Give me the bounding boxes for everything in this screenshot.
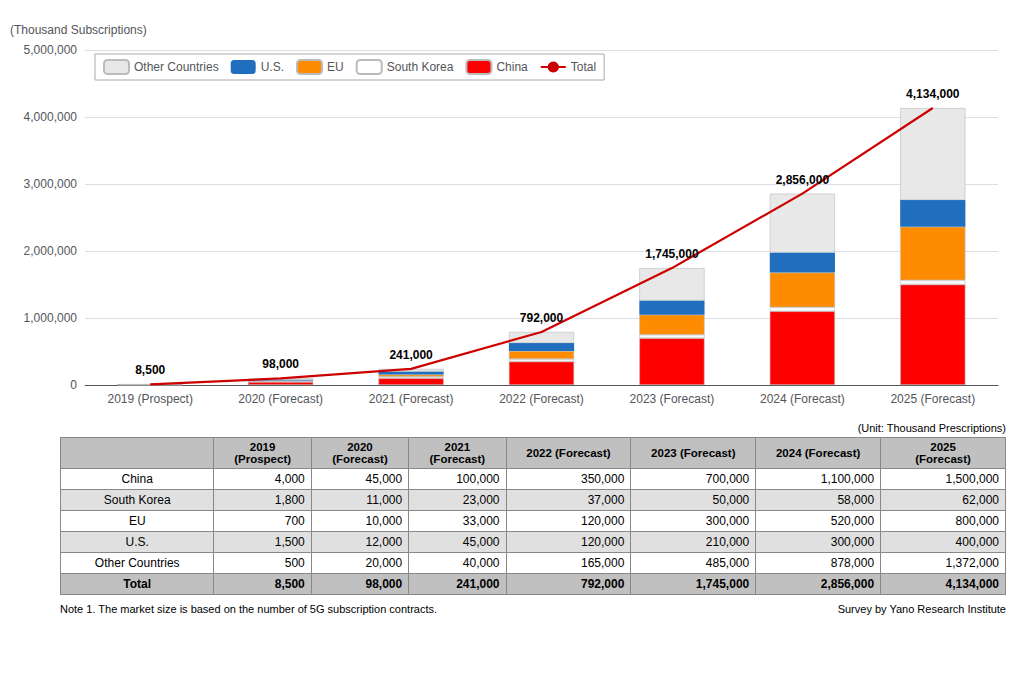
svg-text:1,745,000: 1,745,000 — [645, 247, 699, 261]
html-text:700,000: 700,000 — [705, 472, 750, 486]
html-text:165,000: 165,000 — [581, 556, 625, 570]
html-text:210,000: 210,000 — [705, 535, 750, 549]
svg-text:3,000,000: 3,000,000 — [24, 177, 78, 191]
svg-text:4,000,000: 4,000,000 — [24, 110, 78, 124]
svg-text:Total: Total — [571, 60, 596, 74]
svg-text:2023 (Forecast): 2023 (Forecast) — [630, 392, 715, 406]
html-text:45,000: 45,000 — [365, 472, 403, 486]
html-text:120,000: 120,000 — [581, 514, 625, 528]
html-text:1,500: 1,500 — [274, 535, 305, 549]
html-text:45,000: 45,000 — [462, 535, 500, 549]
html-text:1,500,000: 1,500,000 — [945, 472, 999, 486]
svg-text:5,000,000: 5,000,000 — [24, 43, 78, 57]
html-text:U.S.: U.S. — [125, 535, 149, 549]
html-text:2021 (Forecast): 2021 (Forecast) — [429, 441, 486, 465]
html-text:520,000: 520,000 — [830, 514, 875, 528]
html-text:8,500: 8,500 — [274, 577, 305, 591]
html-text:400,000: 400,000 — [955, 535, 999, 549]
html-text:2024 (Forecast): 2024 (Forecast) — [776, 447, 861, 459]
svg-text:98,000: 98,000 — [262, 357, 299, 371]
svg-text:Other Countries: Other Countries — [134, 60, 219, 74]
html-text:2019 (Prospect): 2019 (Prospect) — [234, 441, 291, 465]
html-text:37,000: 37,000 — [587, 493, 625, 507]
html-text:300,000: 300,000 — [705, 514, 750, 528]
html-text:33,000: 33,000 — [462, 514, 500, 528]
html-text:1,100,000: 1,100,000 — [820, 472, 875, 486]
html-text:350,000: 350,000 — [581, 472, 625, 486]
html-text:Survey by Yano Research Instit: Survey by Yano Research Institute — [837, 603, 1006, 615]
html-text:485,000: 485,000 — [705, 556, 750, 570]
svg-text:China: China — [496, 60, 528, 74]
html-text:11,000: 11,000 — [366, 493, 403, 507]
html-text:4,000: 4,000 — [274, 472, 305, 486]
svg-text:2020 (Forecast): 2020 (Forecast) — [238, 392, 323, 406]
svg-text:2025 (Forecast): 2025 (Forecast) — [890, 392, 975, 406]
html-text:300,000: 300,000 — [830, 535, 875, 549]
html-text:98,000: 98,000 — [365, 577, 403, 591]
svg-text:2021 (Forecast): 2021 (Forecast) — [369, 392, 454, 406]
svg-text:South Korea: South Korea — [387, 60, 454, 74]
svg-text:2024 (Forecast): 2024 (Forecast) — [760, 392, 845, 406]
html-text:(Unit: Thousand Prescriptions): (Unit: Thousand Prescriptions) — [857, 422, 1006, 434]
html-text:2025 (Forecast): 2025 (Forecast) — [915, 441, 971, 465]
html-text:Note 1. The market size is bas: Note 1. The market size is based on the … — [60, 603, 437, 615]
html-text:878,000: 878,000 — [830, 556, 875, 570]
html-text:500: 500 — [284, 556, 305, 570]
svg-text:4,134,000: 4,134,000 — [906, 87, 960, 101]
svg-text:2,000,000: 2,000,000 — [24, 244, 78, 258]
html-text:40,000: 40,000 — [462, 556, 500, 570]
html-text:1,800: 1,800 — [274, 493, 305, 507]
html-text:800,000: 800,000 — [955, 514, 999, 528]
svg-text:241,000: 241,000 — [389, 348, 433, 362]
html-text:23,000: 23,000 — [462, 493, 500, 507]
html-text:Total: Total — [123, 577, 152, 591]
svg-text:2019 (Prospect): 2019 (Prospect) — [108, 392, 193, 406]
svg-text:2,856,000: 2,856,000 — [776, 173, 830, 187]
html-text:120,000: 120,000 — [581, 535, 625, 549]
svg-text:2022 (Forecast): 2022 (Forecast) — [499, 392, 584, 406]
html-text:1,372,000: 1,372,000 — [945, 556, 999, 570]
html-text:62,000: 62,000 — [962, 493, 999, 507]
html-text:58,000: 58,000 — [837, 493, 875, 507]
html-text:792,000: 792,000 — [581, 577, 625, 591]
html-text:2020 (Forecast): 2020 (Forecast) — [332, 441, 388, 465]
html-text:Other Countries: Other Countries — [94, 556, 180, 570]
html-text:10,000: 10,000 — [365, 514, 403, 528]
svg-text:792,000: 792,000 — [520, 311, 564, 325]
html-text:South Korea: South Korea — [103, 493, 171, 507]
svg-text:EU: EU — [327, 60, 344, 74]
html-text:20,000: 20,000 — [365, 556, 403, 570]
svg-text:(Thousand Subscriptions): (Thousand Subscriptions) — [10, 23, 147, 37]
svg-text:0: 0 — [70, 378, 77, 392]
svg-text:8,500: 8,500 — [135, 363, 165, 377]
svg-text:1,000,000: 1,000,000 — [24, 311, 78, 325]
html-text:2022 (Forecast): 2022 (Forecast) — [526, 447, 611, 459]
html-text:100,000: 100,000 — [456, 472, 500, 486]
html-text:4,134,000: 4,134,000 — [945, 577, 999, 591]
html-text:1,745,000: 1,745,000 — [695, 577, 750, 591]
html-text:50,000: 50,000 — [712, 493, 750, 507]
html-text:700: 700 — [284, 514, 305, 528]
html-text:2,856,000: 2,856,000 — [820, 577, 875, 591]
html-text:12,000: 12,000 — [365, 535, 403, 549]
html-text:2023 (Forecast): 2023 (Forecast) — [651, 447, 736, 459]
html-text:241,000: 241,000 — [456, 577, 500, 591]
svg-text:U.S.: U.S. — [261, 60, 284, 74]
html-text:China: China — [121, 472, 153, 486]
html-text:EU: EU — [128, 514, 146, 528]
